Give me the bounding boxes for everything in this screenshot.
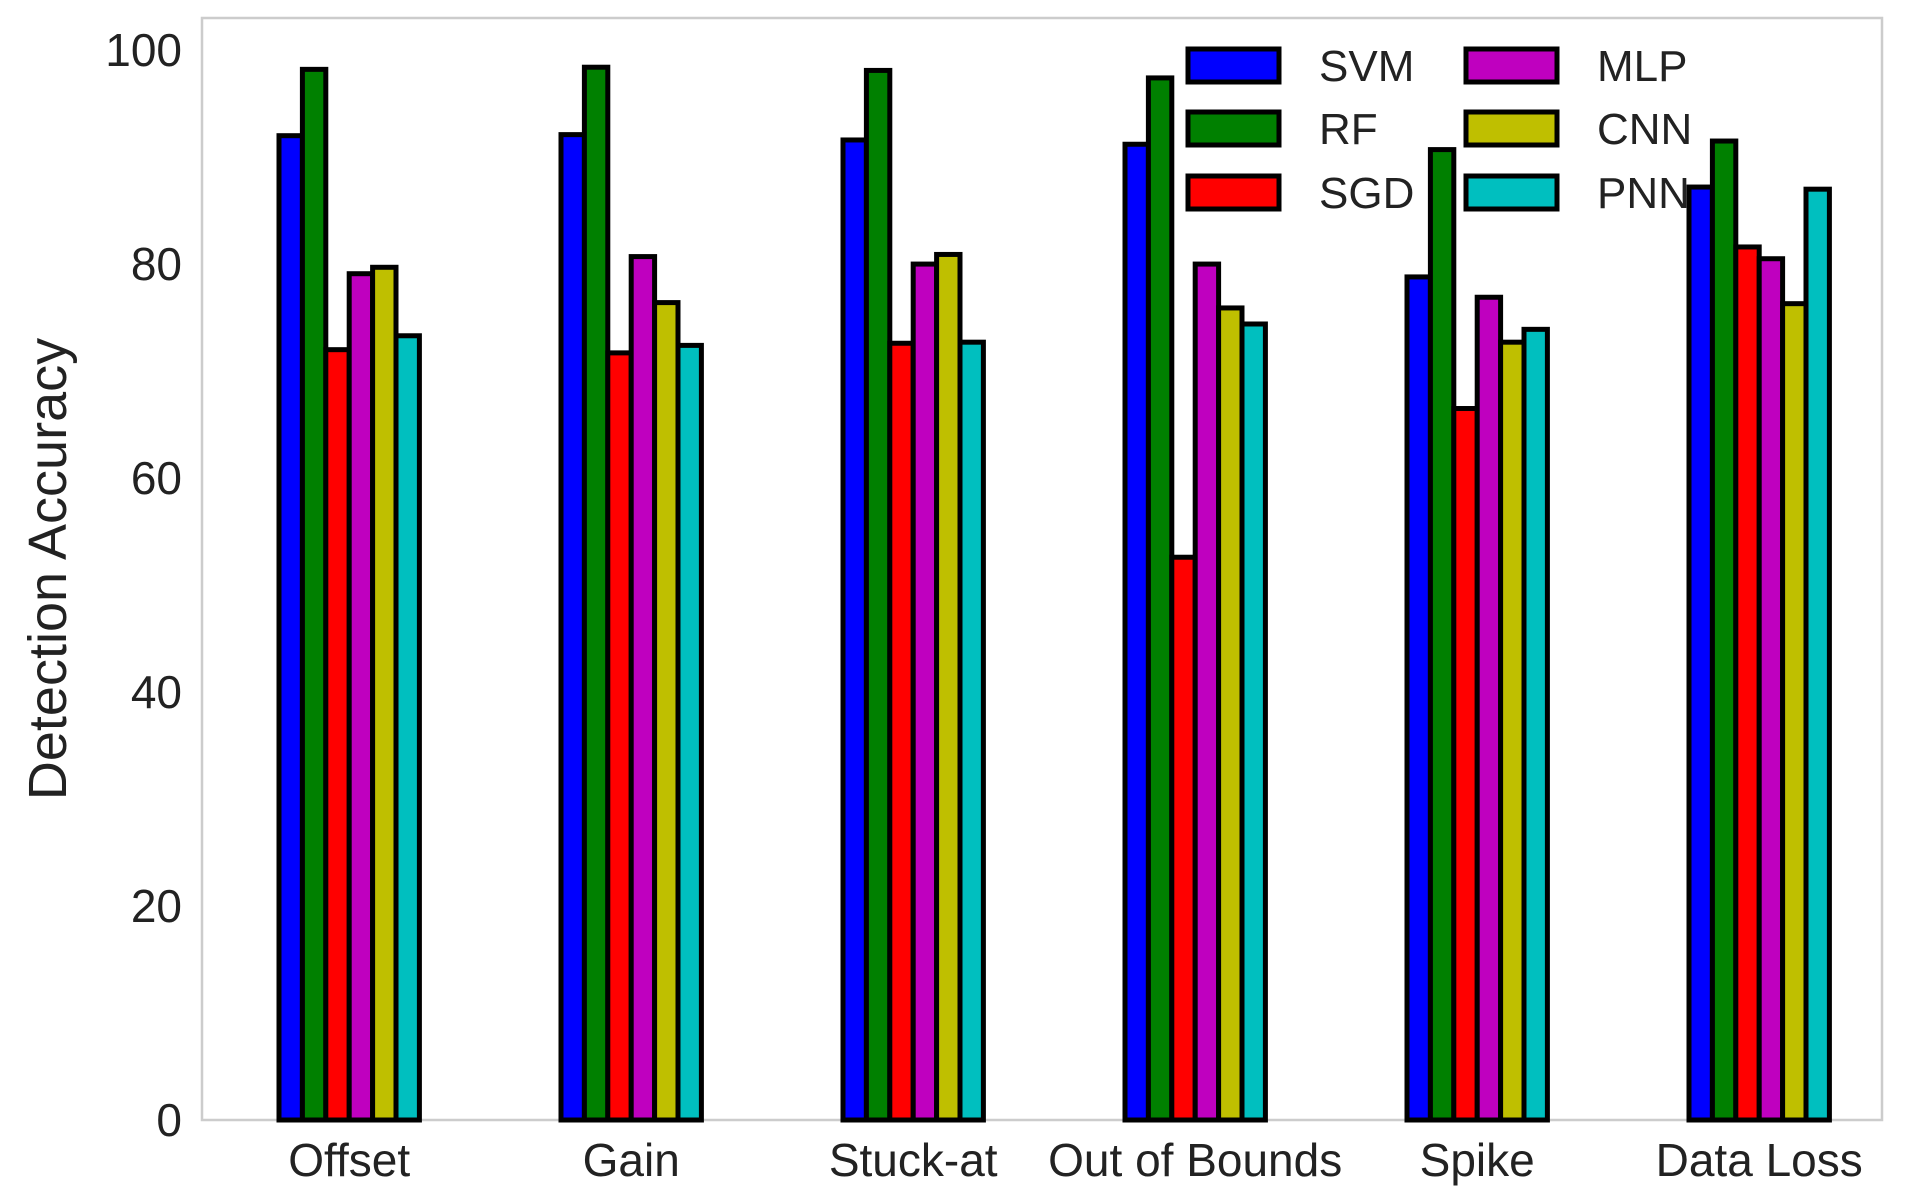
bar-svm	[276, 133, 305, 1123]
bar-cnn	[370, 264, 399, 1123]
plot-frame	[200, 16, 1884, 1122]
legend-label-mlp: MLP	[1597, 42, 1687, 91]
bar-rf	[299, 66, 329, 1123]
legend-label-cnn: CNN	[1597, 105, 1692, 154]
bars-layer	[276, 64, 1832, 1123]
bar-mlp	[910, 261, 940, 1123]
bar-sgd	[605, 350, 634, 1123]
legend-swatch-cnn	[1463, 109, 1560, 148]
bar-sgd	[323, 347, 352, 1123]
y-tick-label: 20	[131, 880, 182, 932]
bar-cnn	[1780, 301, 1809, 1123]
x-category-label: Stuck-at	[829, 1134, 998, 1186]
bar-cnn	[652, 300, 681, 1123]
legend-swatch-pnn	[1463, 173, 1560, 212]
bar-pnn	[393, 333, 422, 1123]
bar-mlp	[346, 271, 376, 1123]
legend-label-svm: SVM	[1319, 42, 1414, 91]
y-tick-label: 60	[131, 452, 182, 504]
bar-pnn	[957, 339, 986, 1123]
x-category-label: Gain	[583, 1134, 680, 1186]
bar-svm	[558, 132, 587, 1123]
legend-label-rf: RF	[1319, 105, 1378, 154]
x-category-label: Spike	[1420, 1134, 1535, 1186]
legend-swatch-rf	[1185, 109, 1282, 148]
bar-cnn	[934, 251, 963, 1123]
x-category-label: Data Loss	[1656, 1134, 1863, 1186]
bar-rf	[581, 64, 611, 1123]
legend-swatch-mlp	[1463, 46, 1560, 85]
y-axis-title: Detection Accuracy	[18, 338, 78, 800]
y-ticks: 0 20 40 60 80 100	[105, 24, 182, 1146]
bar-mlp	[628, 254, 658, 1123]
bar-mlp	[1756, 256, 1786, 1123]
legend-label-sgd: SGD	[1319, 169, 1414, 218]
bar-pnn	[675, 342, 704, 1123]
y-tick-label: 40	[131, 666, 182, 718]
y-tick-label: 0	[156, 1094, 182, 1146]
bar-sgd	[1733, 244, 1762, 1123]
bar-pnn	[1239, 321, 1268, 1123]
bar-svm	[1122, 141, 1151, 1123]
bar-rf	[1709, 138, 1739, 1123]
bar-pnn	[1521, 326, 1550, 1123]
bar-sgd	[887, 340, 916, 1123]
bar-rf	[1427, 147, 1457, 1123]
x-category-label: Out of Bounds	[1048, 1134, 1342, 1186]
bar-rf	[1145, 75, 1175, 1123]
bar-mlp	[1474, 294, 1504, 1123]
bar-rf	[863, 67, 893, 1123]
bar-sgd	[1451, 406, 1480, 1123]
bar-sgd	[1169, 554, 1198, 1123]
legend-swatch-svm	[1185, 46, 1282, 85]
legend-swatch-sgd	[1185, 173, 1282, 212]
legend-label-pnn: PNN	[1597, 169, 1690, 218]
legend: SVM RF SGD MLP CNN PNN	[1185, 42, 1692, 218]
x-category-labels: Offset Gain Stuck-at Out of Bounds Spike Data…	[288, 1134, 1863, 1186]
bar-pnn	[1803, 186, 1832, 1123]
bar-svm	[840, 137, 869, 1123]
y-tick-label: 100	[105, 24, 182, 76]
bar-mlp	[1192, 261, 1222, 1123]
y-tick-label: 80	[131, 238, 182, 290]
bar-svm	[1686, 184, 1715, 1123]
x-category-label: Offset	[288, 1134, 410, 1186]
bar-cnn	[1216, 305, 1245, 1123]
bar-svm	[1404, 274, 1433, 1123]
bar-cnn	[1498, 339, 1527, 1123]
